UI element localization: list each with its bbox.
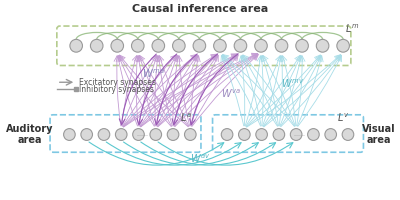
Circle shape bbox=[172, 39, 185, 52]
Text: $L^v$: $L^v$ bbox=[337, 111, 349, 124]
Circle shape bbox=[290, 129, 302, 140]
Circle shape bbox=[256, 129, 268, 140]
Circle shape bbox=[150, 129, 162, 140]
Text: $W^{va}$: $W^{va}$ bbox=[221, 88, 241, 100]
Circle shape bbox=[111, 39, 124, 52]
Text: Auditory
area: Auditory area bbox=[6, 124, 54, 145]
Text: $W^{mv}$: $W^{mv}$ bbox=[281, 78, 304, 90]
Text: ......: ...... bbox=[136, 132, 148, 137]
Text: ......: ...... bbox=[294, 132, 306, 137]
Circle shape bbox=[325, 129, 336, 140]
Text: Visual
area: Visual area bbox=[362, 124, 396, 145]
Circle shape bbox=[296, 39, 308, 52]
Circle shape bbox=[70, 39, 82, 52]
Circle shape bbox=[167, 129, 179, 140]
Text: Excitatory synapses: Excitatory synapses bbox=[79, 78, 156, 87]
Text: $L^m$: $L^m$ bbox=[345, 23, 359, 35]
Circle shape bbox=[133, 129, 144, 140]
Circle shape bbox=[90, 39, 103, 52]
Circle shape bbox=[308, 129, 319, 140]
Circle shape bbox=[214, 39, 226, 52]
Circle shape bbox=[132, 39, 144, 52]
Text: Causal inference area: Causal inference area bbox=[132, 4, 268, 14]
Circle shape bbox=[184, 129, 196, 140]
Circle shape bbox=[342, 129, 354, 140]
Text: $W^{ma}$: $W^{ma}$ bbox=[142, 68, 165, 80]
Text: $L^a$: $L^a$ bbox=[180, 111, 192, 124]
Circle shape bbox=[255, 39, 267, 52]
Circle shape bbox=[337, 39, 350, 52]
Circle shape bbox=[64, 129, 75, 140]
Circle shape bbox=[152, 39, 165, 52]
Circle shape bbox=[273, 129, 285, 140]
Circle shape bbox=[275, 39, 288, 52]
Circle shape bbox=[238, 129, 250, 140]
Circle shape bbox=[193, 39, 206, 52]
Circle shape bbox=[234, 39, 247, 52]
Text: $W^{av}$: $W^{av}$ bbox=[190, 153, 210, 165]
Circle shape bbox=[81, 129, 92, 140]
Circle shape bbox=[98, 129, 110, 140]
Circle shape bbox=[316, 39, 329, 52]
Circle shape bbox=[116, 129, 127, 140]
Circle shape bbox=[221, 129, 233, 140]
Text: Inhibitory synapses: Inhibitory synapses bbox=[79, 85, 154, 94]
